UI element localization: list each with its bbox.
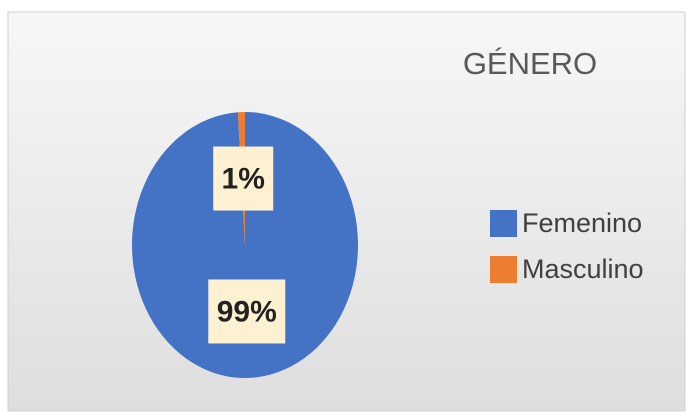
pie-slice bbox=[132, 112, 359, 379]
legend-label: Masculino bbox=[522, 254, 644, 284]
legend-swatch bbox=[490, 210, 517, 237]
data-label: 99% bbox=[217, 295, 277, 328]
data-label-box bbox=[208, 279, 286, 344]
chart-title: GÉNERO bbox=[463, 46, 597, 81]
data-label-box bbox=[213, 146, 274, 211]
legend-swatch bbox=[490, 256, 517, 283]
data-label: 1% bbox=[222, 162, 265, 195]
legend-label: Femenino bbox=[522, 208, 642, 238]
